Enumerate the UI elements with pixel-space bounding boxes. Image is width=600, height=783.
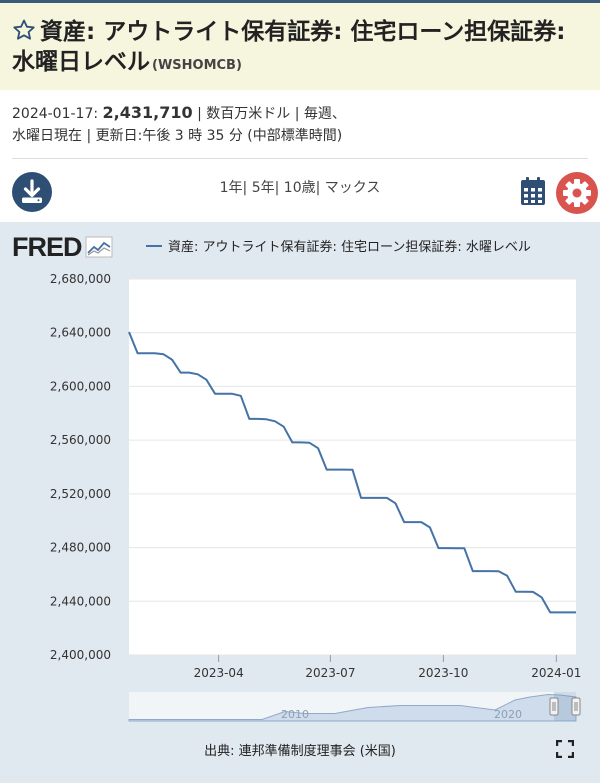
series-title-bar: 資産: アウトライト保有証券: 住宅ローン担保証券: 水曜日レベル (WSHOMC…	[0, 0, 600, 90]
navigator-label-2020: 2020	[494, 708, 522, 721]
y-tick-label: 2,600,000	[50, 379, 111, 393]
range-selector: 1年| 5年| 10歳| マックス	[219, 180, 381, 196]
series-title-text: 資産: アウトライト保有証券: 住宅ローン担保証券: 水曜日レベル	[12, 19, 566, 75]
plot-area	[129, 279, 576, 655]
navigator-handle-right[interactable]	[571, 697, 581, 716]
meta-line-1: 2024-01-17: 2,431,710 | 数百万米ドル | 毎週、	[12, 102, 592, 125]
y-tick-label: 2,560,000	[50, 433, 111, 447]
y-tick-label: 2,680,000	[50, 272, 111, 286]
chart-toolbar: 1年| 5年| 10歳| マックス	[0, 164, 600, 220]
observation-date: 2024-01-17:	[12, 106, 99, 122]
legend-label: 資産: アウトライト保有証券: 住宅ローン担保証券: 水曜レベル	[168, 240, 531, 255]
gear-icon	[563, 179, 591, 207]
download-button[interactable]	[12, 172, 52, 212]
fred-graph-icon	[85, 236, 112, 258]
units-frequency: | 数百万米ドル | 毎週、	[197, 106, 346, 122]
observation-value: 2,431,710	[102, 103, 193, 122]
calendar-icon[interactable]	[520, 176, 546, 206]
navigator-label-2010: 2010	[281, 708, 309, 721]
navigator-area	[128, 693, 577, 722]
navigator-window[interactable]	[554, 692, 576, 721]
x-axis-ticks: 2023-04 2023-07 2023-10 2024-01	[194, 655, 581, 680]
range-5y[interactable]: 5年	[251, 180, 275, 196]
series-layer	[128, 331, 576, 614]
star-icon[interactable]	[12, 18, 36, 42]
range-10y[interactable]: 10歳	[283, 180, 316, 196]
chart-legend: 資産: アウトライト保有証券: 住宅ローン担保証券: 水曜レベル	[146, 236, 531, 255]
range-1y[interactable]: 1年	[219, 180, 243, 196]
series-title: 資産: アウトライト保有証券: 住宅ローン担保証券: 水曜日レベル (WSHOMC…	[12, 17, 588, 81]
legend-swatch	[146, 245, 162, 247]
fred-logo-text: FRED	[12, 232, 82, 262]
download-icon	[22, 179, 42, 203]
fullscreen-icon[interactable]	[556, 740, 574, 758]
meta-line-2: 水曜日現在 | 更新日:午後 3 時 35 分 (中部標準時間)	[12, 128, 343, 144]
grid-lines	[129, 278, 576, 656]
x-tick-label: 2023-07	[305, 666, 355, 680]
y-axis-ticks: 2,400,000 2,440,000 2,480,000 2,520,000 2,56…	[50, 272, 111, 662]
settings-button[interactable]	[556, 172, 598, 214]
x-tick-label: 2023-10	[418, 666, 468, 680]
y-tick-label: 2,480,000	[50, 541, 111, 555]
series-id: (WSHOMCB)	[152, 58, 242, 73]
divider	[12, 158, 588, 159]
range-max[interactable]: マックス	[324, 180, 381, 196]
fred-logo: FRED	[12, 232, 113, 263]
source-note: 出典: 連邦準備制度理事会 (米国)	[204, 744, 396, 759]
navigator[interactable]: 2010 2020	[128, 692, 581, 722]
y-tick-label: 2,520,000	[50, 487, 111, 501]
y-tick-label: 2,400,000	[50, 648, 111, 662]
x-tick-label: 2024-01	[531, 666, 581, 680]
x-tick-label: 2023-04	[194, 666, 244, 680]
y-tick-label: 2,440,000	[50, 594, 111, 608]
series-meta: 2024-01-17: 2,431,710 | 数百万米ドル | 毎週、 水曜日…	[12, 102, 592, 147]
navigator-handle-left[interactable]	[549, 697, 559, 716]
y-tick-label: 2,640,000	[50, 326, 111, 340]
series-line[interactable]	[128, 331, 576, 614]
